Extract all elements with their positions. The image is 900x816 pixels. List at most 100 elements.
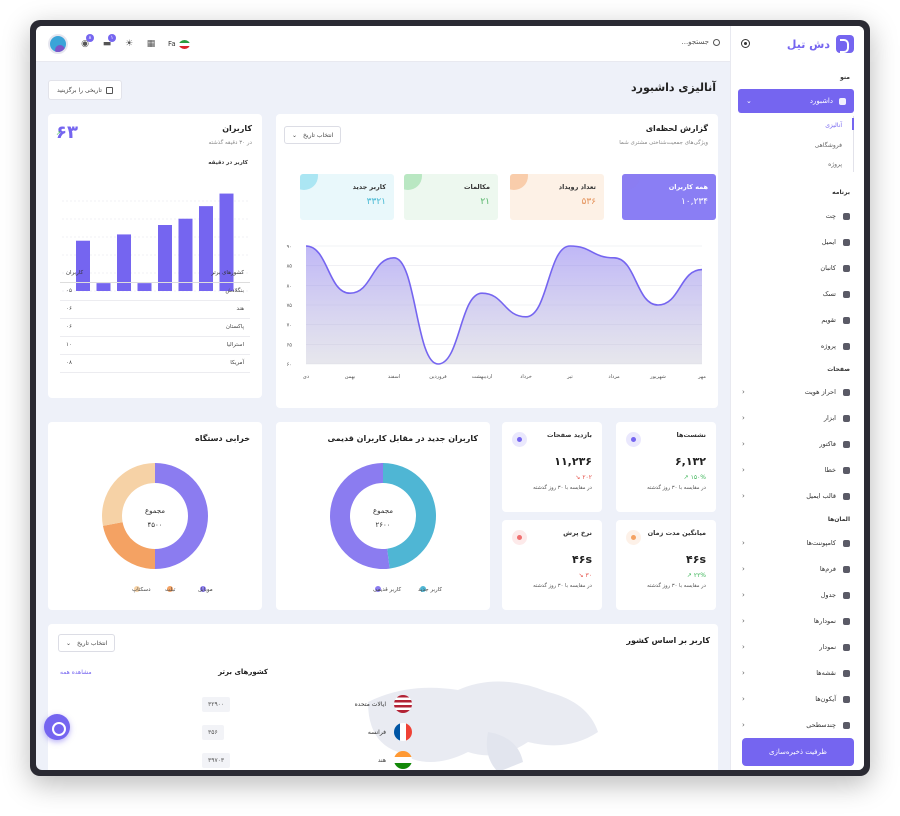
x-tick-label: مرداد — [608, 374, 620, 380]
avatar[interactable] — [48, 34, 68, 54]
submenu-line — [852, 116, 854, 172]
sidebar-item-element-icon — [843, 539, 850, 547]
area-chart: ۹۰ ۸۵ ۸۰ ۷۵ ۷۰ ۶۵ ۶۰ مهر شهریور مرداد تیر خرداد اردی… — [287, 244, 707, 380]
chevron-left-icon: ‹ — [742, 492, 745, 500]
sidebar-item-label: تقویم — [821, 316, 836, 324]
sidebar-item-label: داشبورد — [809, 97, 833, 105]
trend-down-icon: ↘ — [578, 572, 584, 579]
legend-label: موبایل — [198, 587, 213, 593]
message-icon[interactable]: ▬ ۱ — [102, 34, 116, 49]
app-window: دش تیل منو داشبورد ⌄ آنالیزی فروشگاهی پر… — [36, 26, 864, 770]
sidebar-item-app-2[interactable]: کانبان — [742, 261, 850, 275]
pie-slice — [383, 463, 437, 569]
country-row: فرانسه ۳۵۶ — [202, 722, 412, 742]
realtime-date-select[interactable]: انتخاب تاریخ ⌄ — [284, 126, 342, 144]
country-cell: استرالیا — [134, 336, 250, 355]
sidebar-item-page-2[interactable]: فاکتور ‹ — [742, 437, 850, 451]
logo[interactable]: دش تیل — [787, 34, 854, 54]
country-name: هند — [377, 756, 386, 764]
sidebar-item-page-icon — [843, 492, 850, 500]
sidebar-item-page-0[interactable]: احراز هویت ‹ — [742, 385, 850, 399]
stat-value: ۲۱ — [480, 197, 490, 207]
country-name: فرانسه — [367, 728, 386, 736]
sidebar-item-element-5[interactable]: نقشه‌ها ‹ — [742, 666, 850, 680]
sidebar-item-element-7[interactable]: چندسطحی ‹ — [742, 718, 850, 732]
legend-swatch — [167, 586, 173, 592]
users-cell: ۰۵ — [60, 282, 135, 301]
stat-box: تعداد رویداد ۵۳۶ — [510, 174, 604, 220]
sidebar-item-label: ابزار — [823, 414, 836, 422]
sidebar-item-element-0[interactable]: کامپوننت‌ها ‹ — [742, 536, 850, 550]
sidebar-item-element-1[interactable]: فرم‌ها ‹ — [742, 562, 850, 576]
language-label: Fa — [168, 40, 176, 48]
x-tick-label: اردیبهشت — [472, 374, 493, 380]
search-input[interactable]: جستجو... — [681, 38, 720, 46]
sidebar-item-element-icon — [843, 721, 850, 729]
sidebar-item-app-5[interactable]: پروژه — [742, 339, 850, 353]
see-all-link[interactable]: مشاهده همه — [60, 669, 92, 676]
stat-box: کاربر جدید ۳۳۲۱ — [300, 174, 394, 220]
dashboard-icon — [839, 97, 846, 105]
sidebar-item-label: چندسطحی — [806, 721, 836, 729]
stat-label: همه کاربران — [668, 183, 708, 191]
language-switch[interactable]: Fa — [168, 39, 190, 49]
country-row: ایالات متحده ۳۲۹۰۰ — [202, 694, 412, 714]
chevron-left-icon: ‹ — [742, 414, 745, 422]
calendar-icon — [105, 86, 113, 94]
sidebar-sub-shop[interactable]: فروشگاهی — [814, 142, 842, 149]
sidebar-item-label: فرم‌ها — [819, 565, 836, 573]
pie-slice — [330, 463, 390, 569]
country-cell: هند — [134, 300, 250, 319]
sidebar-item-page-1[interactable]: ابزار ‹ — [742, 411, 850, 425]
sidebar-item-app-4[interactable]: تقویم — [742, 313, 850, 327]
x-tick-label: اسفند — [388, 374, 400, 380]
chevron-left-icon: ‹ — [742, 440, 745, 448]
grid-icon[interactable]: ▦ — [146, 39, 156, 49]
notification-icon[interactable]: ◉ ۸ — [80, 34, 94, 49]
settings-fab[interactable] — [44, 714, 70, 740]
sidebar-item-app-icon — [843, 238, 850, 246]
legend-swatch — [420, 586, 426, 592]
metric-card: نرخ پرش ۴۶s ۳۰ ↘ در مقایسه با ۳۰ روز گذشته — [502, 520, 602, 610]
sidebar-item-page-4[interactable]: قالب ایمیل ‹ — [742, 489, 850, 503]
metric-title: میانگین مدت زمان — [647, 529, 706, 537]
sidebar-item-dashboard[interactable]: داشبورد ⌄ — [738, 89, 854, 113]
storage-button[interactable]: ظرفیت ذخیره‌سازی — [742, 738, 854, 766]
country-date-select[interactable]: انتخاب تاریخ ⌄ — [58, 634, 116, 652]
metric-title: نشست‌ها — [676, 431, 707, 439]
date-button-label: تاریخی را برگزینید — [57, 86, 102, 94]
sidebar-item-app-icon — [843, 264, 850, 272]
date-picker-button[interactable]: تاریخی را برگزینید — [48, 80, 122, 100]
sidebar-item-element-2[interactable]: جدول ‹ — [742, 588, 850, 602]
country-cell: پاکستان — [134, 318, 250, 337]
sidebar-item-app-0[interactable]: چت — [742, 209, 850, 223]
sidebar-item-element-3[interactable]: نمودارها ‹ — [742, 614, 850, 628]
legend-swatch — [134, 586, 140, 592]
search-placeholder: جستجو... — [681, 38, 710, 46]
sidebar-item-element-4[interactable]: نمودار ‹ — [742, 640, 850, 654]
sidebar-sub-analytics[interactable]: آنالیزی — [825, 122, 842, 129]
sidebar-item-label: پروژه — [820, 342, 836, 350]
sidebar-item-app-1[interactable]: ایمیل — [742, 235, 850, 249]
table-row: بنگلادش ۰۵ — [60, 282, 250, 301]
metric-value: ۴۶s — [686, 553, 706, 566]
sidebar-item-page-3[interactable]: خطا ‹ — [742, 463, 850, 477]
sidebar-item-label: نمودارها — [813, 617, 836, 625]
sidebar: دش تیل منو داشبورد ⌄ آنالیزی فروشگاهی پر… — [730, 26, 864, 770]
table-header: کشورهای برتر — [134, 264, 250, 283]
sidebar-toggle-icon[interactable] — [741, 39, 750, 48]
pie-slice — [155, 463, 208, 569]
top-countries-table: کشورهای برتر کاربران بنگلادش ۰۵ هند ۰۶ پاکست… — [60, 264, 250, 373]
metric-compare: در مقایسه با ۳۰ روز گذشته — [533, 583, 592, 589]
app-name: دش تیل — [786, 37, 830, 51]
new-vs-old-card: کاربران جدید در مقابل کاربران قدیمی مجمو… — [276, 422, 490, 610]
chevron-left-icon: ‹ — [742, 466, 745, 474]
sidebar-sub-project[interactable]: پروژه — [828, 161, 842, 168]
legend-label: کاربر جدید — [418, 586, 442, 593]
metric-value: ۶,۱۳۲ — [674, 455, 706, 468]
sidebar-item-element-6[interactable]: آیکون‌ها ‹ — [742, 692, 850, 706]
page-title: آنالیزی داشبورد — [630, 81, 716, 94]
sun-icon[interactable]: ☀ — [124, 39, 134, 49]
sidebar-item-label: فاکتور — [819, 440, 836, 448]
sidebar-item-app-3[interactable]: تسک — [742, 287, 850, 301]
